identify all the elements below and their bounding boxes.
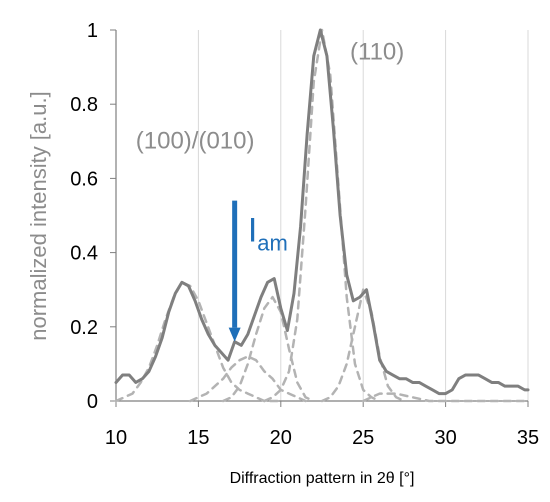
x-tick-label-5: 35: [517, 427, 539, 449]
fit-peak-series-4: [263, 28, 381, 403]
x-axis-label: Diffraction pattern in 2θ [°]: [230, 470, 415, 487]
y-axis-label: normalized intensity [a.u.]: [26, 91, 51, 340]
fit-peak-series-6: [361, 392, 530, 403]
arrow-head: [228, 327, 241, 342]
annotation-label-0: (110): [350, 39, 404, 66]
y-tick-label-1: 0.2: [70, 317, 98, 339]
fit-peak-series-3: [221, 295, 316, 403]
x-tick-label-1: 15: [187, 427, 209, 449]
y-tick-label-3: 0.6: [70, 168, 98, 190]
fit-peak-series-1: [114, 281, 283, 403]
x-tick-label-2: 20: [270, 427, 292, 449]
annotation-iam-main: I: [248, 211, 257, 249]
fit-peak-series-5: [320, 288, 406, 403]
annotation-iam: Iam: [248, 211, 288, 255]
y-tick-label-4: 0.8: [70, 94, 98, 116]
x-tick-label-4: 30: [434, 427, 456, 449]
annotation-label-1: (100)/(010): [136, 128, 255, 155]
y-tick-label-5: 1: [87, 20, 98, 42]
x-tick-label-3: 25: [352, 427, 374, 449]
x-tick-label-0: 10: [105, 427, 127, 449]
annotation-iam-sub: am: [257, 230, 288, 255]
y-tick-label-0: 0: [87, 391, 98, 413]
y-tick-label-2: 0.4: [70, 243, 98, 265]
measured-series-line: [114, 28, 530, 396]
